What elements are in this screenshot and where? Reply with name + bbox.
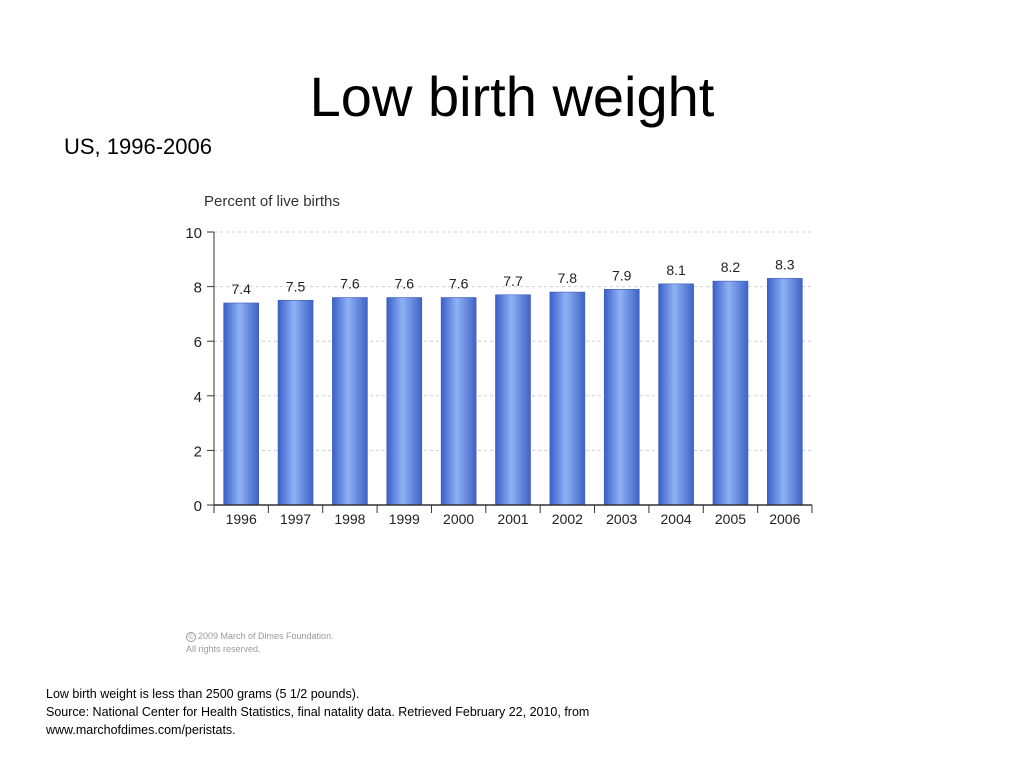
data-label: 7.5 (286, 278, 306, 294)
x-tick-label: 1996 (226, 511, 257, 527)
bar (386, 297, 423, 506)
x-tick-label: 1999 (389, 511, 420, 527)
x-tick-label: 2000 (443, 511, 474, 527)
y-axis-label: Percent of live births (204, 193, 340, 210)
y-tick-label: 8 (194, 280, 202, 297)
y-tick-label: 6 (194, 334, 202, 351)
slide-subtitle: US, 1996-2006 (64, 134, 212, 159)
data-label: 7.8 (558, 270, 578, 286)
x-tick-label: 1997 (280, 511, 311, 527)
copyright-line-2: All rights reserved. (186, 644, 261, 654)
footnote-definition: Low birth weight is less than 2500 grams… (46, 687, 360, 701)
bar (549, 291, 586, 506)
bar (767, 278, 803, 506)
copyright-line-1: 2009 March of Dimes Foundation. (198, 631, 334, 641)
y-tick-label: 10 (185, 225, 202, 242)
copyright-notice: © 2009 March of Dimes Foundation. All rig… (186, 630, 334, 656)
bar (332, 297, 368, 506)
footnotes: Low birth weight is less than 2500 grams… (46, 685, 706, 739)
data-label: 7.9 (612, 267, 632, 283)
bar (223, 302, 259, 506)
y-tick-label: 0 (194, 498, 202, 515)
bar (712, 280, 749, 506)
y-tick-label: 4 (194, 389, 202, 406)
x-tick-label: 2006 (769, 511, 800, 527)
x-tick-label: 1998 (334, 511, 365, 527)
data-label: 8.2 (721, 259, 741, 275)
y-tick-label: 2 (194, 443, 202, 460)
data-label: 7.4 (231, 281, 251, 297)
bar (495, 294, 531, 506)
data-label: 7.7 (503, 273, 523, 289)
x-tick-label: 2005 (715, 511, 746, 527)
data-label: 8.3 (775, 256, 795, 272)
bar (658, 283, 694, 506)
x-tick-label: 2002 (552, 511, 583, 527)
data-label: 7.6 (340, 276, 360, 292)
x-tick-label: 2003 (606, 511, 637, 527)
x-tick-label: 2001 (497, 511, 528, 527)
bar (603, 289, 640, 506)
footnote-source: Source: National Center for Health Stati… (46, 705, 590, 737)
bar (277, 299, 314, 506)
data-label: 7.6 (449, 276, 469, 292)
bar (440, 297, 477, 506)
x-tick-label: 2004 (661, 511, 692, 527)
data-label: 7.6 (395, 276, 415, 292)
slide-title: Low birth weight (309, 65, 715, 128)
copyright-icon: © (186, 631, 196, 642)
data-label: 8.1 (666, 262, 686, 278)
